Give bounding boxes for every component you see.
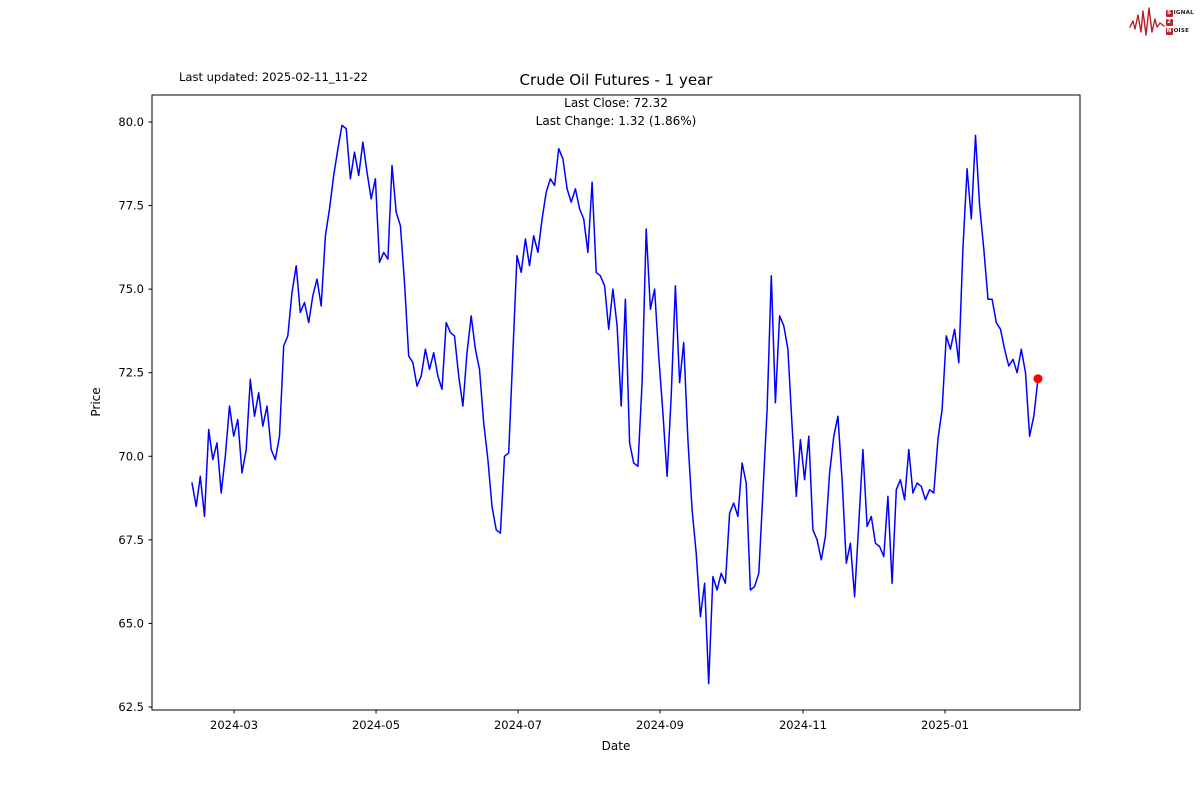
y-tick-label: 77.5: [118, 199, 144, 213]
price-line: [191, 124, 1039, 685]
y-tick-label: 75.0: [118, 282, 144, 296]
last-close-annotation: Last Close: 72.32: [564, 96, 668, 110]
chart-title: Crude Oil Futures - 1 year: [519, 71, 713, 89]
x-tick-label: 2024-03: [210, 718, 258, 732]
ecg-waveform-icon: [1128, 7, 1165, 36]
last-change-annotation: Last Change: 1.32 (1.86%): [535, 114, 697, 128]
x-tick-label: 2025-01: [921, 718, 969, 732]
last-updated-text: Last updated: 2025-02-11_11-22: [179, 70, 368, 84]
x-tick-label: 2024-09: [636, 718, 684, 732]
y-tick-label: 80.0: [118, 115, 144, 129]
x-tick-label: 2024-07: [494, 718, 542, 732]
y-tick-label: 70.0: [118, 449, 144, 463]
y-tick-label: 67.5: [118, 533, 144, 547]
logo-letter-n: N: [1165, 27, 1173, 35]
logo-text: S IGNAL 2 N OISE: [1165, 9, 1194, 35]
y-tick-label: 62.5: [118, 700, 144, 714]
x-axis-label: Date: [601, 739, 631, 753]
signal2noise-logo: S IGNAL 2 N OISE: [1128, 5, 1194, 39]
x-tick-label: 2024-11: [779, 718, 827, 732]
y-tick-label: 65.0: [118, 616, 144, 630]
logo-letter-s: S: [1165, 9, 1173, 17]
y-axis-label: Price: [89, 387, 103, 417]
logo-letter-2: 2: [1165, 18, 1173, 26]
y-tick-label: 72.5: [118, 366, 144, 380]
plot-border: [151, 94, 1081, 711]
x-tick-label: 2024-05: [352, 718, 400, 732]
last-price-marker: [1033, 374, 1043, 384]
